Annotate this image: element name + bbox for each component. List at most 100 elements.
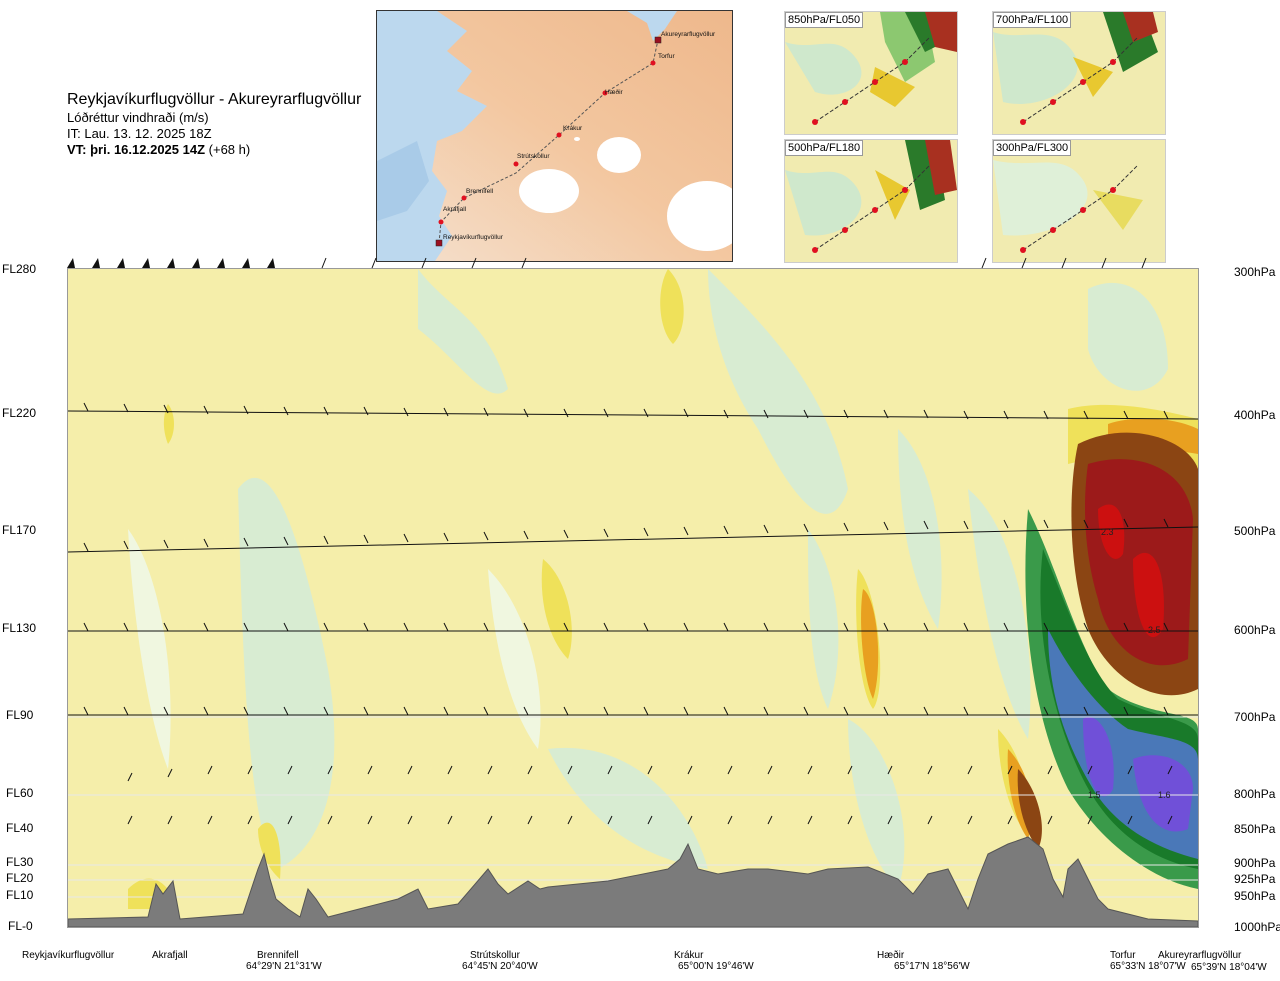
fl-label-10: FL10 [6,888,34,902]
x-point-haedir: Hæðir 65°17'N 18°56'W [877,950,970,972]
route-title: Reykjavíkurflugvöllur - Akureyrarflugvöl… [67,91,362,108]
hpa-label-925: 925hPa [1234,872,1276,886]
fl-label-30: FL30 [6,855,34,869]
hpa-label-600: 600hPa [1234,623,1276,637]
route-map: Akureyrarflugvöllur Torfur Hæðir Krákur … [376,10,733,262]
x-point-haedir-name: Hæðir [877,950,905,961]
map-fjord [627,11,677,41]
extreme-up-regions [1098,504,1164,638]
x-point-reykjavik-name: Reykjavíkurflugvöllur [22,950,115,961]
hpa-label-950: 950hPa [1234,889,1276,903]
fl-label-90: FL90 [6,708,34,722]
x-point-akureyri-coord-wrap: 65°39'N 18°04'W [1191,962,1267,973]
map-pt-torfur [650,60,656,66]
map-label-strutskollur: Strútskollur [517,153,550,160]
map-pt-krakur [556,132,562,138]
issue-time: IT: Lau. 13. 12. 2025 18Z [67,126,212,141]
map-pt-haedir [602,90,608,96]
route-map-svg: Akureyrarflugvöllur Torfur Hæðir Krákur … [377,11,732,261]
fl-label-220: FL220 [2,406,37,420]
x-point-akureyri-coord: 65°39'N 18°04'W [1191,962,1267,973]
fl-label-60: FL60 [6,786,34,800]
thumbnail-300[interactable]: 300hPa/FL300 [992,139,1166,263]
hpa-label-400: 400hPa [1234,408,1276,422]
x-point-akureyri: Akureyrarflugvöllur [1158,950,1241,961]
hpa-label-500: 500hPa [1234,524,1276,538]
map-glacier-1 [519,169,579,213]
thumbnail-500-svg [785,140,957,262]
x-point-brennifell-coord: 64°29'N 21°31'W [246,961,322,972]
hpa-label-800: 800hPa [1234,787,1276,801]
variable-title: Lóðréttur vindhraði (m/s) [67,110,209,125]
x-point-akureyri-name: Akureyrarflugvöllur [1158,950,1242,961]
neutral-light-regions [128,529,541,769]
fl-label-0: FL-0 [8,919,33,933]
x-point-torfur-coord: 65°33'N 18°07'W [1110,961,1186,972]
thumbnail-300-svg [993,140,1165,262]
thumbnail-500[interactable]: 500hPa/FL180 [784,139,958,263]
x-point-krakur: Krákur 65°00'N 19°46'W [674,950,754,972]
valid-time-line: VT: þri. 16.12.2025 14Z (+68 h) [67,142,361,158]
thumbnail-850-label: 850hPa/FL050 [785,12,864,28]
x-point-haedir-coord: 65°17'N 18°56'W [894,961,970,972]
barb-ticks-rows [83,402,1169,716]
hpa-label-900: 900hPa [1234,856,1276,870]
thumbnail-700-svg [993,12,1165,134]
x-point-strutskollur-name: Strútskollur [470,950,521,961]
thumbnail-850-svg [785,12,957,134]
x-point-brennifell: Brennifell 64°29'N 21°31'W [246,950,322,972]
x-point-akrafjall-name: Akrafjall [152,950,188,961]
cross-section-plot: 2.3 2.5 1.5 1.6 [67,268,1199,928]
contour-label-1: 2.3 [1101,527,1114,537]
map-glacier-3 [667,181,732,251]
map-label-akureyri: Akureyrarflugvöllur [661,31,716,38]
x-point-krakur-coord: 65°00'N 19°46'W [678,961,754,972]
map-label-torfur: Torfur [658,53,675,60]
cross-section-svg: 2.3 2.5 1.5 1.6 [68,269,1198,927]
x-point-reykjavik: Reykjavíkurflugvöllur [22,950,114,961]
terrain-profile [68,836,1198,927]
map-pt-akrafjall [438,219,444,225]
map-label-krakur: Krákur [563,125,583,132]
contour-label-4: 1.6 [1158,790,1171,800]
thumbnail-500-label: 500hPa/FL180 [785,140,864,156]
hpa-label-700: 700hPa [1234,710,1276,724]
fl-label-170: FL170 [2,523,37,537]
chart-title-block: Reykjavíkurflugvöllur - Akureyrarflugvöl… [67,90,361,158]
map-airport-rkv [435,239,443,247]
map-label-brennifell: Brennifell [466,188,494,195]
map-bay [377,141,429,221]
map-airport-aey [654,36,662,44]
map-pt-brennifell [461,195,467,201]
valid-time: VT: þri. 16.12.2025 14Z [67,142,206,157]
thumbnail-850[interactable]: 850hPa/FL050 [784,11,958,135]
x-point-akrafjall: Akrafjall [152,950,188,961]
hpa-label-1000: 1000hPa [1234,920,1280,934]
x-point-torfur: Torfur 65°33'N 18°07'W [1110,950,1186,972]
top-wind-strip [67,257,1147,269]
weak-down-regions [238,269,1168,889]
fl-label-130: FL130 [2,621,37,635]
map-label-akrafjall: Akrafjall [443,206,467,213]
map-route-line [438,39,659,244]
lead-time: (+68 h) [208,142,251,157]
extreme-down-regions [1083,717,1193,832]
map-glacier-2 [597,137,641,173]
hpa-label-300: 300hPa [1234,265,1276,279]
x-point-torfur-name: Torfur [1110,950,1136,961]
thumbnail-700[interactable]: 700hPa/FL100 [992,11,1166,135]
thumbnail-700-label: 700hPa/FL100 [993,12,1072,28]
x-point-krakur-name: Krákur [674,950,704,961]
fl-label-280: FL280 [2,262,37,276]
hpa-label-850: 850hPa [1234,822,1276,836]
fl-label-40: FL40 [6,821,34,835]
map-snow-patch [574,137,580,141]
contour-label-3: 1.5 [1088,790,1101,800]
contour-label-2: 2.5 [1148,625,1161,635]
x-point-strutskollur: Strútskollur 64°45'N 20°40'W [462,950,538,972]
map-label-haedir: Hæðir [605,88,624,96]
map-pt-strutskollur [513,161,519,167]
wind-barbs [68,410,1198,825]
x-point-brennifell-name: Brennifell [257,950,299,961]
x-point-strutskollur-coord: 64°45'N 20°40'W [462,961,538,972]
